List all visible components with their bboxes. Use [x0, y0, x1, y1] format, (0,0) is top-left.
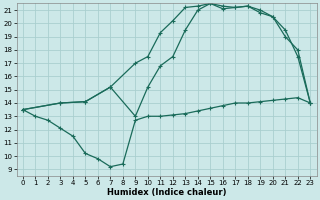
- X-axis label: Humidex (Indice chaleur): Humidex (Indice chaleur): [107, 188, 226, 197]
